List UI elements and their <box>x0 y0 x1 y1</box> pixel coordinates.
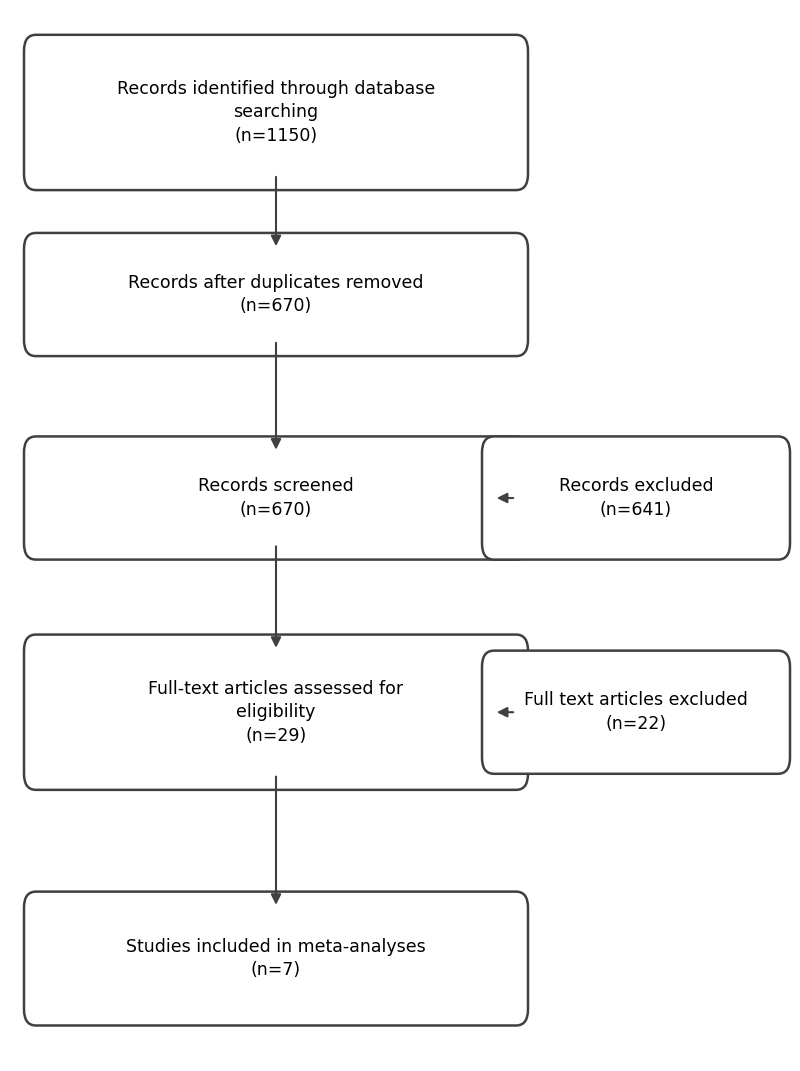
FancyBboxPatch shape <box>24 34 528 190</box>
FancyBboxPatch shape <box>24 891 528 1026</box>
FancyBboxPatch shape <box>24 634 528 790</box>
Text: Full-text articles assessed for
eligibility
(n=29): Full-text articles assessed for eligibil… <box>149 680 403 744</box>
Text: Full text articles excluded
(n=22): Full text articles excluded (n=22) <box>524 692 748 733</box>
Text: Records after duplicates removed
(n=670): Records after duplicates removed (n=670) <box>128 274 424 315</box>
Text: Records identified through database
searching
(n=1150): Records identified through database sear… <box>117 80 435 145</box>
FancyBboxPatch shape <box>24 232 528 356</box>
FancyBboxPatch shape <box>24 437 528 559</box>
FancyBboxPatch shape <box>482 650 790 773</box>
Text: Records screened
(n=670): Records screened (n=670) <box>198 478 354 518</box>
FancyBboxPatch shape <box>482 437 790 559</box>
Text: Studies included in meta-analyses
(n=7): Studies included in meta-analyses (n=7) <box>126 938 426 979</box>
Text: Records excluded
(n=641): Records excluded (n=641) <box>558 478 714 518</box>
